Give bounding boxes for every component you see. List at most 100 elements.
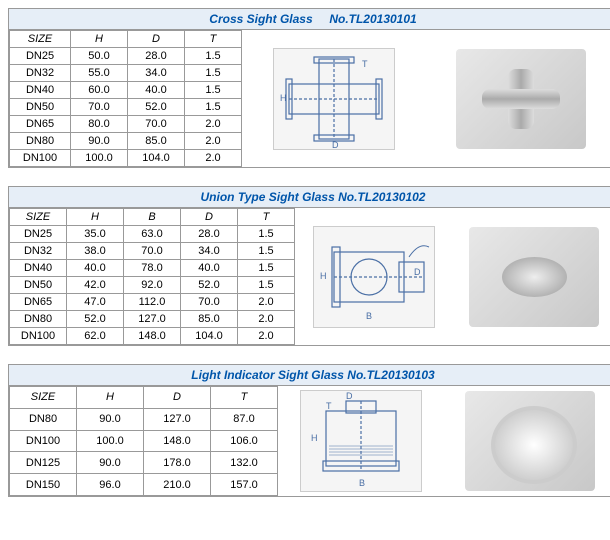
table-row: DN2550.028.01.5 [10, 48, 242, 65]
col-header: SIZE [10, 31, 71, 48]
svg-text:T: T [326, 401, 332, 411]
table-cell: 104.0 [128, 150, 185, 167]
col-header: D [144, 387, 211, 409]
table-cell: 28.0 [181, 226, 238, 243]
table-cell: 157.0 [211, 474, 278, 496]
table-row: DN3255.034.01.5 [10, 65, 242, 82]
block-title: Light Indicator Sight Glass No.TL2013010… [9, 365, 610, 386]
table-cell: 85.0 [181, 311, 238, 328]
table-cell: DN32 [10, 65, 71, 82]
table-cell: 2.0 [238, 328, 295, 345]
table-cell: 70.0 [128, 116, 185, 133]
table-cell: 70.0 [124, 243, 181, 260]
table-cell: 106.0 [211, 430, 278, 452]
table-row: DN15096.0210.0157.0 [10, 474, 278, 496]
svg-text:H: H [311, 433, 318, 443]
svg-text:H: H [320, 271, 327, 281]
spec-block-2: Light Indicator Sight Glass No.TL2013010… [8, 364, 610, 497]
table-cell: 28.0 [128, 48, 185, 65]
table-cell: 60.0 [71, 82, 128, 99]
spec-block-0: Cross Sight Glass No.TL20130101SIZE H D T DN… [8, 8, 610, 168]
image-area: H B D [295, 208, 610, 345]
table-cell: 1.5 [185, 48, 242, 65]
table-cell: 127.0 [124, 311, 181, 328]
table-cell: DN100 [10, 150, 71, 167]
technical-diagram: D T H B [300, 390, 422, 492]
table-row: DN6580.070.02.0 [10, 116, 242, 133]
table-cell: 80.0 [71, 116, 128, 133]
table-cell: 1.5 [238, 260, 295, 277]
table-cell: 1.5 [185, 99, 242, 116]
table-row: DN8090.0127.087.0 [10, 408, 278, 430]
table-cell: DN100 [10, 430, 77, 452]
table-cell: 1.5 [185, 65, 242, 82]
technical-diagram: H D T [273, 48, 395, 150]
table-row: DN100100.0148.0106.0 [10, 430, 278, 452]
table-cell: 62.0 [67, 328, 124, 345]
col-header: T [238, 209, 295, 226]
svg-text:H: H [280, 93, 287, 103]
table-cell: 47.0 [67, 294, 124, 311]
table-cell: 104.0 [181, 328, 238, 345]
table-cell: DN50 [10, 99, 71, 116]
table-cell: 55.0 [71, 65, 128, 82]
col-header: SIZE [10, 387, 77, 409]
table-cell: 100.0 [71, 150, 128, 167]
table-row: DN8090.085.02.0 [10, 133, 242, 150]
col-header: D [128, 31, 185, 48]
table-cell: 148.0 [124, 328, 181, 345]
table-cell: 85.0 [128, 133, 185, 150]
block-content: SIZEHDTDN2550.028.01.5DN3255.034.01.5DN4… [9, 30, 610, 167]
table-cell: 132.0 [211, 452, 278, 474]
table-cell: 90.0 [71, 133, 128, 150]
table-cell: 100.0 [77, 430, 144, 452]
table-cell: DN80 [10, 311, 67, 328]
table-cell: 35.0 [67, 226, 124, 243]
table-row: DN5070.052.01.5 [10, 99, 242, 116]
svg-text:D: D [332, 140, 339, 149]
table-cell: 87.0 [211, 408, 278, 430]
technical-diagram: H B D [313, 226, 435, 328]
table-cell: 1.5 [238, 226, 295, 243]
block-content: SIZEHDTDN8090.0127.087.0DN100100.0148.01… [9, 386, 610, 496]
table-cell: DN32 [10, 243, 67, 260]
table-cell: 112.0 [124, 294, 181, 311]
block-content: SIZEHBDTDN2535.063.028.01.5DN3238.070.03… [9, 208, 610, 345]
table-cell: 40.0 [128, 82, 185, 99]
table-cell: 34.0 [128, 65, 185, 82]
spec-table: SIZEHDTDN2550.028.01.5DN3255.034.01.5DN4… [9, 30, 242, 167]
table-row: DN8052.0127.085.02.0 [10, 311, 295, 328]
table-cell: 70.0 [181, 294, 238, 311]
table-cell: 90.0 [77, 452, 144, 474]
svg-text:B: B [359, 478, 365, 488]
table-cell: 40.0 [181, 260, 238, 277]
table-cell: 78.0 [124, 260, 181, 277]
table-cell: 2.0 [185, 133, 242, 150]
table-cell: DN65 [10, 294, 67, 311]
table-cell: 2.0 [238, 294, 295, 311]
table-cell: 63.0 [124, 226, 181, 243]
table-cell: 178.0 [144, 452, 211, 474]
col-header: H [77, 387, 144, 409]
table-cell: 42.0 [67, 277, 124, 294]
spec-table: SIZEHDTDN8090.0127.087.0DN100100.0148.01… [9, 386, 278, 496]
table-row: DN12590.0178.0132.0 [10, 452, 278, 474]
table-cell: DN80 [10, 133, 71, 150]
table-cell: 90.0 [77, 408, 144, 430]
table-cell: 2.0 [185, 150, 242, 167]
table-cell: DN40 [10, 82, 71, 99]
table-cell: 127.0 [144, 408, 211, 430]
table-row: DN10062.0148.0104.02.0 [10, 328, 295, 345]
table-cell: DN150 [10, 474, 77, 496]
table-cell: 2.0 [185, 116, 242, 133]
col-header: SIZE [10, 209, 67, 226]
table-cell: DN25 [10, 48, 71, 65]
table-cell: 52.0 [181, 277, 238, 294]
table-cell: DN125 [10, 452, 77, 474]
svg-text:T: T [362, 59, 368, 69]
table-cell: 34.0 [181, 243, 238, 260]
table-cell: DN40 [10, 260, 67, 277]
table-cell: 1.5 [185, 82, 242, 99]
table-cell: 38.0 [67, 243, 124, 260]
block-title: Cross Sight Glass No.TL20130101 [9, 9, 610, 30]
